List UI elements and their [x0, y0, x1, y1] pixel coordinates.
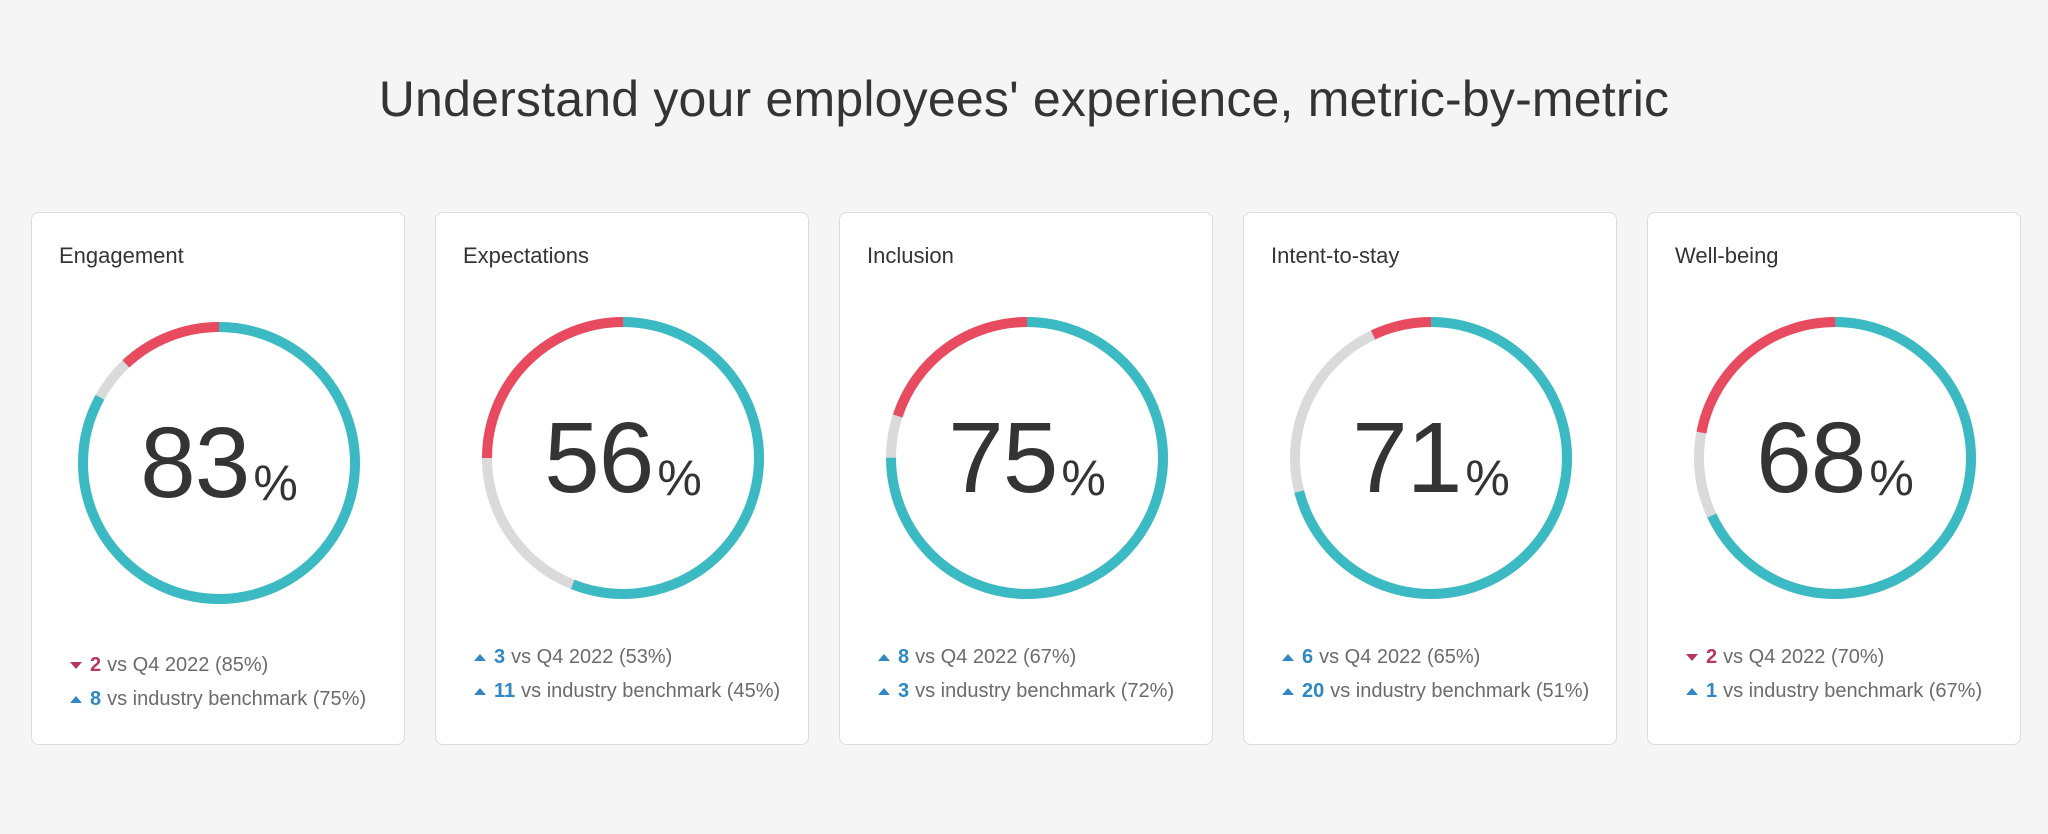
trend-arrow-icon: [474, 687, 486, 695]
comparison-previous: 6 vs Q4 2022 (65%): [1282, 640, 1589, 674]
delta-value: 11: [494, 679, 516, 702]
comparison-list: 8 vs Q4 2022 (67%) 3 vs industry benchma…: [878, 640, 1174, 708]
metric-card-expectations: Expectations 56 % 3 vs Q4 2022 (53%) 11 …: [435, 212, 809, 745]
comparison-text: vs industry benchmark (45%): [521, 679, 781, 702]
delta-value: 3: [494, 645, 506, 668]
trend-arrow-icon: [474, 653, 486, 661]
trend-arrow-icon: [1282, 653, 1294, 661]
donut-ring: [1290, 317, 1572, 599]
donut-ring: [78, 322, 360, 604]
unfavorable-arc: [78, 322, 360, 604]
metric-card-intent-to-stay: Intent-to-stay 71 % 6 vs Q4 2022 (65%) 2…: [1243, 212, 1617, 745]
unfavorable-arc: [482, 317, 764, 599]
delta-value: 20: [1302, 679, 1325, 702]
donut-chart: 68 %: [1690, 313, 1980, 603]
unfavorable-arc: [1290, 317, 1572, 599]
delta-value: 6: [1302, 645, 1314, 668]
comparison-list: 6 vs Q4 2022 (65%) 20 vs industry benchm…: [1282, 640, 1589, 708]
donut-ring: [1693, 317, 1976, 599]
card-title: Inclusion: [867, 243, 954, 268]
metric-card-inclusion: Inclusion 75 % 8 vs Q4 2022 (67%) 3 vs i…: [839, 212, 1213, 745]
comparison-benchmark: 20 vs industry benchmark (51%): [1282, 674, 1589, 708]
card-title: Well-being: [1675, 243, 1779, 268]
comparison-text: vs Q4 2022 (70%): [1723, 645, 1885, 668]
comparison-list: 3 vs Q4 2022 (53%) 11 vs industry benchm…: [474, 640, 780, 708]
trend-arrow-icon: [70, 661, 82, 669]
delta-value: 8: [898, 645, 910, 668]
donut-chart: 75 %: [882, 313, 1172, 603]
page-title: Understand your employees' experience, m…: [378, 71, 1670, 127]
comparison-benchmark: 11 vs industry benchmark (45%): [474, 674, 780, 708]
comparison-benchmark: 8 vs industry benchmark (75%): [70, 682, 366, 716]
trend-arrow-icon: [878, 687, 890, 695]
comparison-text: vs Q4 2022 (53%): [511, 645, 673, 668]
delta-value: 2: [90, 653, 102, 676]
delta-value: 8: [90, 687, 102, 710]
comparison-previous: 8 vs Q4 2022 (67%): [878, 640, 1174, 674]
comparison-previous: 2 vs Q4 2022 (70%): [1686, 640, 1982, 674]
card-title: Expectations: [463, 243, 589, 268]
trend-arrow-icon: [1686, 687, 1698, 695]
comparison-benchmark: 1 vs industry benchmark (67%): [1686, 674, 1982, 708]
comparison-previous: 3 vs Q4 2022 (53%): [474, 640, 780, 674]
metric-card-well-being: Well-being 68 % 2 vs Q4 2022 (70%) 1 vs …: [1647, 212, 2021, 745]
metric-card-engagement: Engagement 83 % 2 vs Q4 2022 (85%) 8 vs …: [31, 212, 405, 745]
comparison-text: vs Q4 2022 (65%): [1319, 645, 1481, 668]
comparison-text: vs Q4 2022 (67%): [915, 645, 1077, 668]
trend-arrow-icon: [878, 653, 890, 661]
card-title: Intent-to-stay: [1271, 243, 1400, 268]
comparison-list: 2 vs Q4 2022 (70%) 1 vs industry benchma…: [1686, 640, 1982, 708]
comparison-text: vs industry benchmark (67%): [1723, 679, 1983, 702]
comparison-text: vs industry benchmark (51%): [1330, 679, 1590, 702]
donut-ring: [886, 317, 1168, 599]
trend-arrow-icon: [70, 695, 82, 703]
delta-value: 3: [898, 679, 910, 702]
comparison-list: 2 vs Q4 2022 (85%) 8 vs industry benchma…: [70, 648, 366, 716]
delta-value: 1: [1706, 679, 1718, 702]
trend-arrow-icon: [1686, 653, 1698, 661]
unfavorable-arc: [1693, 317, 1976, 599]
donut-chart: 83 %: [74, 318, 364, 608]
trend-arrow-icon: [1282, 687, 1294, 695]
unfavorable-arc: [886, 317, 1168, 599]
comparison-previous: 2 vs Q4 2022 (85%): [70, 648, 366, 682]
card-title: Engagement: [59, 243, 184, 268]
donut-chart: 56 %: [478, 313, 768, 603]
delta-value: 2: [1706, 645, 1718, 668]
donut-chart: 71 %: [1286, 313, 1576, 603]
comparison-text: vs Q4 2022 (85%): [107, 653, 269, 676]
comparison-text: vs industry benchmark (72%): [915, 679, 1175, 702]
metric-cards: Engagement 83 % 2 vs Q4 2022 (85%) 8 vs …: [31, 212, 2021, 745]
comparison-text: vs industry benchmark (75%): [107, 687, 367, 710]
donut-ring: [482, 317, 764, 599]
comparison-benchmark: 3 vs industry benchmark (72%): [878, 674, 1174, 708]
favorable-arc: [1290, 317, 1572, 599]
